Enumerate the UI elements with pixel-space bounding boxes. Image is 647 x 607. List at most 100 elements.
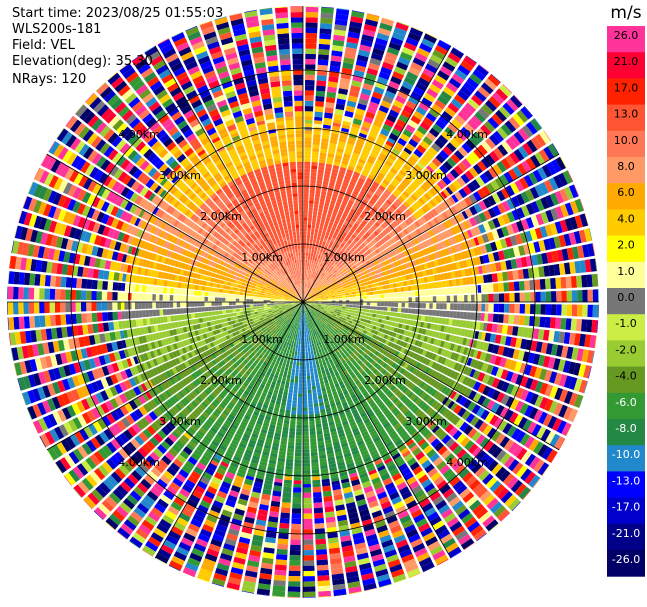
gate-cell bbox=[304, 119, 313, 124]
gate-cell bbox=[419, 234, 425, 242]
gate-cell bbox=[284, 208, 289, 213]
gate-cell bbox=[407, 268, 412, 274]
gate-cell bbox=[96, 312, 103, 322]
gate-cell bbox=[529, 186, 540, 199]
gate-cell bbox=[337, 292, 342, 295]
gate-cell bbox=[382, 192, 390, 199]
gate-cell bbox=[169, 288, 174, 294]
gate-cell bbox=[475, 176, 485, 187]
gate-cell bbox=[332, 263, 337, 268]
gate-cell bbox=[374, 221, 381, 228]
gate-cell bbox=[463, 250, 469, 259]
gate-cell bbox=[329, 281, 334, 285]
gate-cell bbox=[450, 236, 457, 245]
gate-cell bbox=[367, 211, 374, 218]
gate-cell bbox=[408, 297, 412, 302]
gate-cell bbox=[597, 289, 599, 302]
gate-cell bbox=[408, 224, 415, 232]
gate-cell bbox=[440, 222, 447, 231]
gate-cell bbox=[519, 177, 529, 190]
gate-cell bbox=[303, 210, 308, 214]
gate-cell bbox=[472, 131, 484, 143]
gate-cell bbox=[386, 208, 393, 216]
gate-cell bbox=[239, 302, 243, 305]
gate-cell bbox=[372, 245, 378, 251]
gate-cell bbox=[313, 134, 321, 139]
gate-cell bbox=[286, 130, 295, 135]
gate-cell bbox=[307, 298, 311, 301]
gate-cell bbox=[441, 240, 447, 248]
gate-cell bbox=[346, 269, 351, 273]
gate-cell bbox=[44, 315, 51, 327]
gate-cell bbox=[327, 293, 331, 296]
gate-cell bbox=[305, 64, 316, 70]
gate-cell bbox=[274, 7, 288, 14]
gate-cell bbox=[138, 284, 143, 292]
gate-cell bbox=[422, 248, 428, 256]
gate-cell bbox=[586, 274, 593, 288]
gate-cell bbox=[293, 79, 303, 86]
gate-cell bbox=[297, 262, 300, 267]
gate-cell bbox=[304, 280, 306, 284]
gate-cell bbox=[288, 253, 291, 258]
gate-cell bbox=[284, 176, 291, 181]
gate-cell bbox=[219, 314, 224, 319]
gate-cell bbox=[275, 17, 289, 24]
gate-cell bbox=[396, 172, 405, 180]
gate-cell bbox=[555, 206, 564, 219]
gate-cell bbox=[453, 165, 464, 176]
gate-cell bbox=[350, 242, 355, 247]
gate-cell bbox=[227, 317, 232, 322]
gate-cell bbox=[550, 277, 557, 289]
gate-cell bbox=[233, 316, 238, 320]
gate-cell bbox=[343, 259, 348, 264]
gate-cell bbox=[335, 296, 339, 299]
gate-cell bbox=[584, 259, 592, 273]
gate-cell bbox=[394, 292, 398, 298]
gate-cell bbox=[124, 283, 129, 292]
gate-cell bbox=[405, 297, 409, 302]
gate-cell bbox=[297, 179, 303, 183]
gate-cell bbox=[314, 120, 322, 125]
gate-cell bbox=[502, 102, 515, 115]
gate-cell bbox=[551, 159, 562, 173]
gate-cell bbox=[299, 269, 302, 274]
gate-cell bbox=[305, 262, 308, 267]
gate-cell bbox=[297, 266, 300, 270]
gate-cell bbox=[298, 269, 300, 274]
gate-cell bbox=[423, 203, 431, 212]
gate-cell bbox=[297, 175, 303, 180]
gate-cell bbox=[287, 250, 291, 255]
gate-cell bbox=[331, 293, 335, 296]
gate-cell bbox=[296, 259, 299, 263]
gate-cell bbox=[65, 289, 71, 300]
gate-cell bbox=[339, 277, 344, 281]
gate-cell bbox=[431, 186, 440, 194]
gate-cell bbox=[300, 273, 302, 277]
gate-cell bbox=[409, 155, 418, 164]
gate-cell bbox=[198, 285, 203, 291]
gate-cell bbox=[322, 289, 326, 292]
gate-cell bbox=[304, 300, 308, 302]
gate-cell bbox=[518, 145, 529, 159]
gate-cell bbox=[485, 294, 489, 302]
gate-cell bbox=[232, 290, 237, 295]
gate-cell bbox=[320, 17, 333, 24]
gate-cell bbox=[289, 210, 294, 215]
gate-cell bbox=[460, 295, 465, 302]
gate-cell bbox=[405, 175, 414, 183]
gate-cell bbox=[316, 80, 327, 87]
gate-cell bbox=[385, 218, 392, 225]
gate-cell bbox=[288, 203, 294, 208]
gate-cell bbox=[332, 279, 337, 283]
gate-cell bbox=[293, 203, 298, 208]
gate-cell bbox=[571, 246, 580, 260]
gate-cell bbox=[506, 98, 519, 112]
gate-cell bbox=[274, 112, 284, 119]
gate-cell bbox=[86, 302, 92, 312]
gate-cell bbox=[345, 282, 350, 286]
gate-cell bbox=[399, 281, 404, 287]
gate-cell bbox=[349, 297, 353, 300]
gate-cell bbox=[400, 213, 407, 221]
gate-cell bbox=[401, 244, 407, 251]
